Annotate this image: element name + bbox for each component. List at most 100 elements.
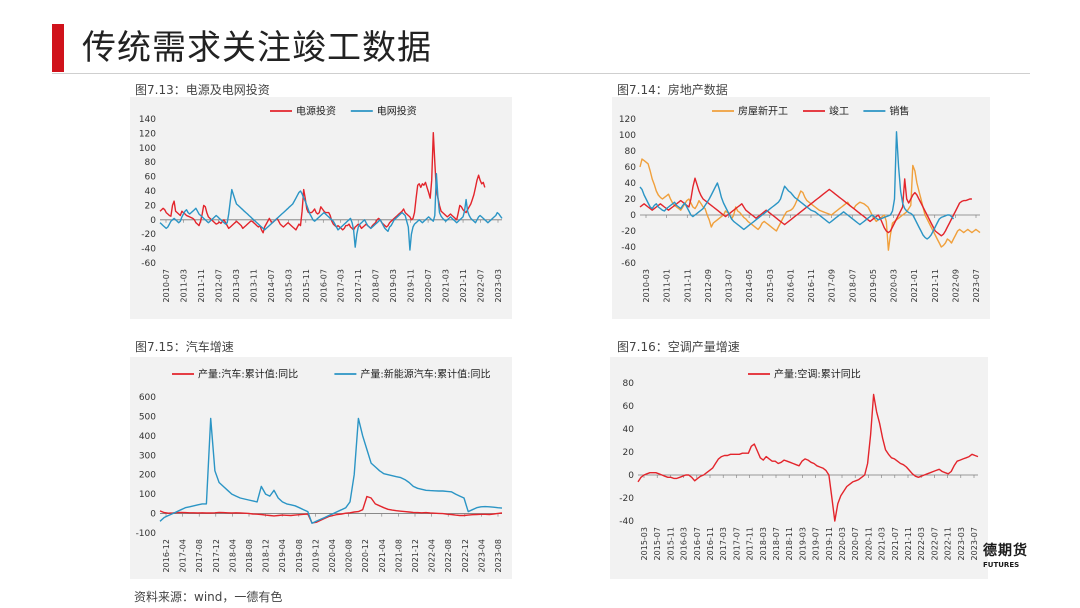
chart-caption-aircon: 图7.16：空调产量增速 [617,340,740,354]
y-tick-label: 140 [139,115,156,125]
page-title: 传统需求关注竣工数据 [82,28,432,68]
x-tick-label: 2023-08 [494,539,503,572]
y-tick-label: 20 [625,195,637,205]
x-tick-label: 2018-03 [759,527,768,560]
legend-label-0: 产量:空调:累计同比 [774,368,861,381]
x-tick-label: 2019-04 [278,539,287,572]
y-tick-label: -20 [619,494,634,504]
x-tick-label: 2016-07 [693,527,702,560]
y-tick-label: 100 [139,144,156,154]
c3-svg: -100 0 100 200 300 400 500 600 2016-12 2017-04 201… [136,368,503,573]
x-tick-label: 2021-11 [931,269,940,302]
x-tick-label: 2022-09 [951,269,960,302]
legend-label-2: 销售 [889,105,909,118]
chart-auto-growth: -100 0 100 200 300 400 500 600 2016-12 2017-04 201… [130,357,512,579]
series-line-1 [159,417,503,525]
chart-power-grid-investment: -60 -40 -20 0 20 40 60 80 100 120 140 2010-07 2011-0… [130,97,512,319]
x-tick-label: 2021-04 [378,539,387,572]
y-tick-label: 60 [623,402,635,412]
legend-label-0: 电源投资 [296,105,336,118]
y-tick-label: -60 [621,259,636,269]
chart-caption-real-estate: 图7.14：房地产数据 [617,83,728,97]
y-tick-label: 100 [619,131,636,141]
chart-real-estate: -60 -40 -20 0 20 40 60 80 100 120 2010-03 2011-01 20… [612,97,990,319]
x-tick-label: 2011-11 [197,269,206,302]
y-tick-label: 40 [625,179,637,189]
y-tick-label: -20 [621,227,636,237]
x-tick-label: 2016-11 [706,527,715,560]
c1-svg: -60 -40 -20 0 20 40 60 80 100 120 140 2010-07 2011-0… [139,105,503,303]
x-tick-label: 2022-07 [930,527,939,560]
x-tick-label: 2020-03 [838,527,847,560]
c4-svg: -40 -20 0 20 40 60 80 2015-03 2015-07 2015-11 2016… [619,368,979,561]
x-tick-label: 2015-11 [666,527,675,560]
x-tick-label: 2017-03 [719,527,728,560]
y-tick-label: 80 [623,379,635,389]
x-tick-label: 2019-11 [407,269,416,302]
legend-label-1: 竣工 [829,105,849,118]
x-tick-label: 2011-01 [663,269,672,302]
y-tick-label: 500 [139,412,156,422]
x-tick-label: 2010-03 [642,269,651,302]
x-tick-label: 2021-03 [442,269,451,302]
x-tick-label: 2013-03 [232,269,241,302]
y-tick-label: 20 [145,201,157,211]
y-tick-label: 200 [139,471,156,481]
title-divider [52,73,1030,74]
x-tick-label: 2018-11 [785,527,794,560]
legend-label-1: 产量:新能源汽车:累计值:同比 [360,368,490,381]
y-tick-label: 400 [139,432,156,442]
x-tick-label: 2023-07 [970,527,979,560]
x-tick-label: 2019-11 [825,527,834,560]
series-line-0 [637,393,979,522]
x-tick-label: 2015-03 [284,269,293,302]
x-tick-label: 2018-12 [262,539,271,572]
chart-aircon-growth: -40 -20 0 20 40 60 80 2015-03 2015-07 2015-11 2016… [610,357,988,579]
x-tick-label: 2017-03 [337,269,346,302]
x-tick-label: 2022-03 [917,527,926,560]
x-tick-label: 2017-04 [179,539,188,572]
x-tick-label: 2020-07 [424,269,433,302]
x-tick-label: 2021-01 [910,269,919,302]
source-note: 资料来源：wind，一德有色 [134,590,283,604]
x-tick-label: 2012-07 [214,269,223,302]
x-tick-label: 2020-08 [345,539,354,572]
y-tick-label: 300 [139,451,156,461]
x-tick-label: 2018-07 [772,527,781,560]
y-tick-label: -60 [141,259,156,269]
x-tick-label: 2019-12 [311,539,320,572]
y-tick-label: 60 [145,173,157,183]
x-tick-label: 2021-12 [411,539,420,572]
x-tick-label: 2020-12 [361,539,370,572]
x-tick-label: 2016-07 [319,269,328,302]
y-tick-label: 100 [139,490,156,500]
x-tick-label: 2020-04 [328,539,337,572]
legend-label-0: 产量:汽车:累计值:同比 [198,368,298,381]
y-tick-label: 60 [625,163,637,173]
series-line-2 [639,131,955,240]
x-tick-label: 2017-09 [828,269,837,302]
y-tick-label: 20 [623,448,635,458]
x-tick-label: 2021-07 [891,527,900,560]
y-tick-label: 40 [145,187,157,197]
x-tick-label: 2019-08 [295,539,304,572]
x-tick-label: 2020-03 [890,269,899,302]
logo-text-cn: 德期货 [983,543,1028,559]
x-tick-label: 2017-07 [732,527,741,560]
y-tick-label: 40 [623,425,635,435]
brand-logo: 德期货 FUTURES [983,540,1043,576]
x-tick-label: 2015-03 [766,269,775,302]
x-tick-label: 2021-11 [904,527,913,560]
y-tick-label: 0 [630,211,636,221]
x-tick-label: 2020-11 [864,527,873,560]
x-tick-label: 2015-07 [653,527,662,560]
x-tick-label: 2023-03 [957,527,966,560]
x-tick-label: 2015-03 [640,527,649,560]
x-tick-label: 2013-07 [725,269,734,302]
x-tick-label: 2023-07 [972,269,981,302]
x-tick-label: 2022-12 [461,539,470,572]
x-tick-label: 2012-09 [704,269,713,302]
x-tick-label: 2011-11 [683,269,692,302]
y-tick-label: 0 [150,510,156,520]
x-tick-label: 2017-08 [195,539,204,572]
